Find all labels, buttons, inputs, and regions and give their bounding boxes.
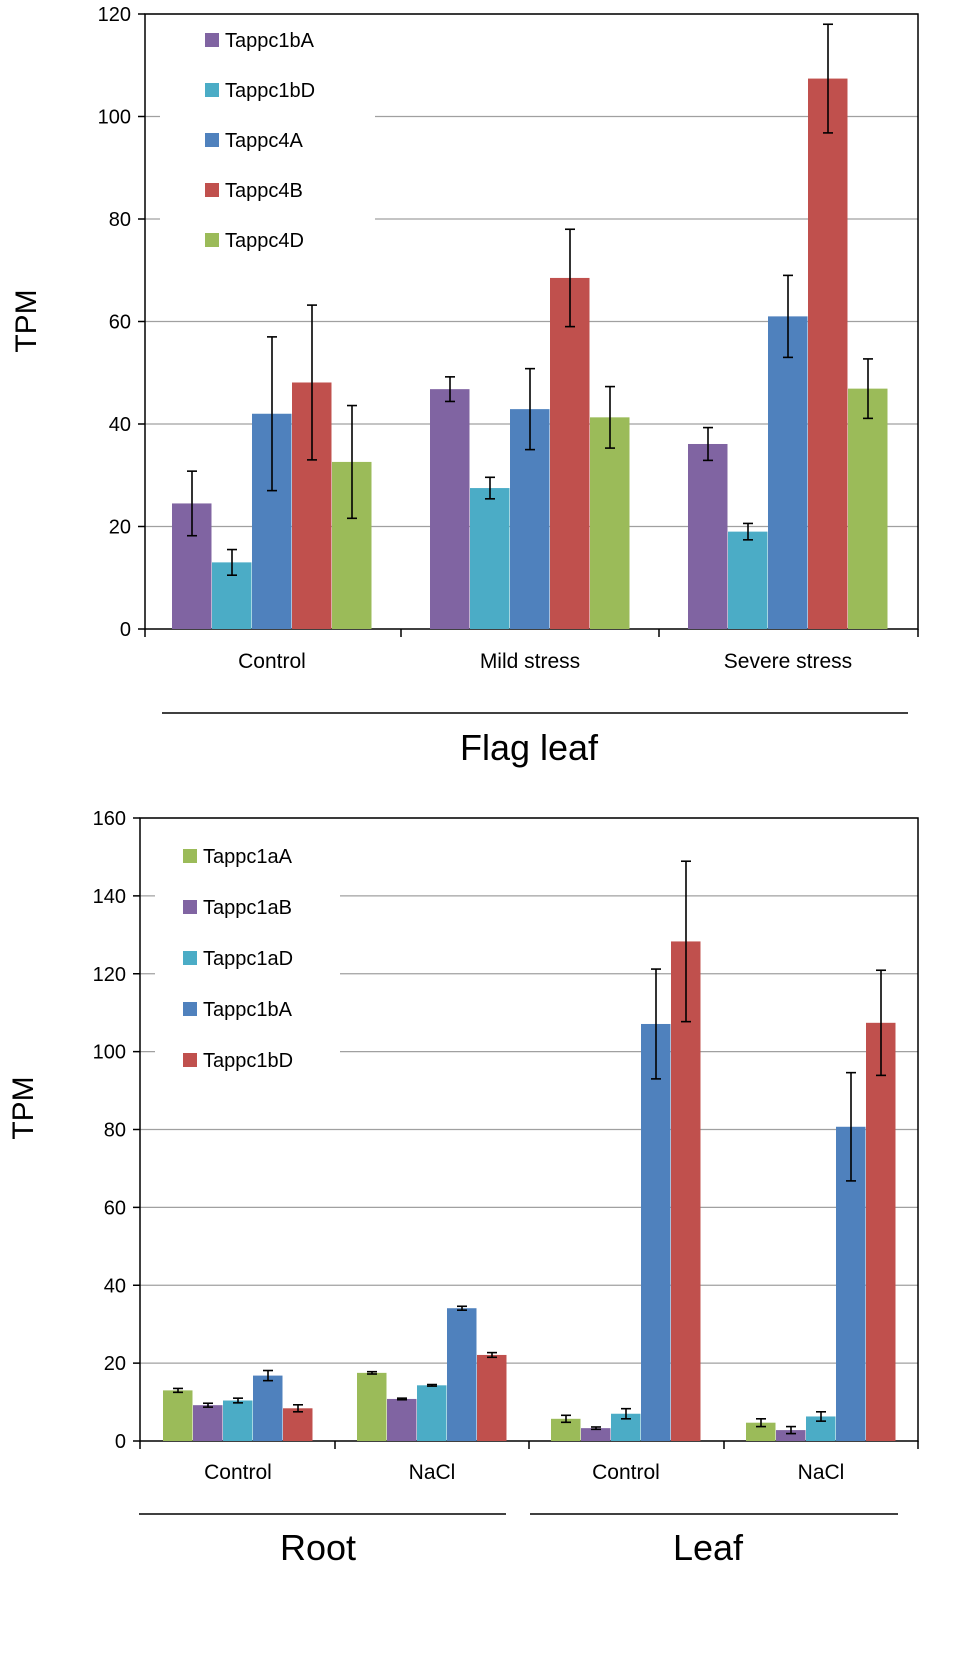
y-tick-label: 60 xyxy=(109,312,131,334)
legend-swatch xyxy=(183,849,197,863)
legend-swatch xyxy=(205,83,219,97)
y-tick-label: 120 xyxy=(98,4,131,26)
legend-label: Tappc4A xyxy=(225,130,303,152)
x-category-label: Severe stress xyxy=(724,650,852,673)
legend-swatch xyxy=(205,133,219,147)
y-tick-label: 40 xyxy=(109,414,131,436)
y-tick-label: 120 xyxy=(93,964,126,986)
x-category-label: NaCl xyxy=(798,1461,845,1484)
bar-tappc4d-3 xyxy=(848,388,888,629)
bar-tappc1bd-2 xyxy=(477,1354,507,1441)
bar-tappc1ab-3 xyxy=(581,1428,611,1441)
x-category-label: Control xyxy=(204,1461,272,1484)
chart-1: 0 20 40 60 80 100 120 Control Mild stress Severe … xyxy=(10,4,919,768)
x-category-label: Control xyxy=(238,650,306,673)
legend-label: Tappc1bA xyxy=(203,999,293,1021)
bar-tappc1bd-1 xyxy=(283,1408,313,1441)
legend-label: Tappc4B xyxy=(225,180,303,202)
chart-2: 0 20 40 60 80 100 120 140 160 Control NaCl Control N… xyxy=(7,808,919,1568)
bar-tappc1ad-2 xyxy=(417,1385,447,1441)
legend-swatch xyxy=(183,1002,197,1016)
legend-label: Tappc1bA xyxy=(225,30,315,52)
legend-background xyxy=(160,100,375,260)
y-tick-label: 80 xyxy=(109,209,131,231)
x-category-label: Mild stress xyxy=(480,650,580,673)
y-tick-label: 20 xyxy=(104,1353,126,1375)
y-tick-label: 20 xyxy=(109,517,131,539)
bar-tappc1ad-1 xyxy=(223,1400,253,1441)
y-tick-label: 140 xyxy=(93,886,126,908)
bar-tappc1aa-1 xyxy=(163,1390,193,1441)
x-category-label: Control xyxy=(592,1461,660,1484)
bar-tappc1bd-3 xyxy=(671,941,701,1441)
legend-swatch xyxy=(205,233,219,247)
bar-tappc4d-2 xyxy=(590,417,630,629)
y-tick-label: 0 xyxy=(115,1431,126,1453)
legend-label: Tappc1bD xyxy=(225,80,315,102)
bar-tappc4b-3 xyxy=(808,78,848,629)
legend-label: Tappc1aD xyxy=(203,948,293,970)
bar-tappc4a-3 xyxy=(768,316,808,629)
legend-label: Tappc1bD xyxy=(203,1050,293,1072)
y-tick-label: 60 xyxy=(104,1197,126,1219)
legend-swatch xyxy=(183,1053,197,1067)
x-category-label: NaCl xyxy=(409,1461,456,1484)
bar-tappc1ab-4 xyxy=(776,1430,806,1441)
bar-tappc1ab-2 xyxy=(387,1398,417,1441)
y-tick-label: 100 xyxy=(93,1042,126,1064)
legend-label: Tappc4D xyxy=(225,230,304,252)
y-axis-title: TPM xyxy=(10,289,43,352)
bar-tappc1ba-3 xyxy=(641,1023,671,1441)
bar-tappc1ba-2 xyxy=(447,1308,477,1441)
group-label: Flag leaf xyxy=(460,727,599,768)
group-label: Leaf xyxy=(673,1527,744,1568)
bar-tappc1bd-3 xyxy=(728,531,768,629)
legend-label: Tappc1aB xyxy=(203,897,292,919)
legend-swatch xyxy=(205,183,219,197)
bar-tappc1bd-4 xyxy=(866,1022,896,1441)
legend-swatch xyxy=(205,33,219,47)
bar-tappc1aa-4 xyxy=(746,1422,776,1441)
legend-swatch xyxy=(183,900,197,914)
group-label: Root xyxy=(280,1527,356,1568)
y-tick-label: 160 xyxy=(93,808,126,830)
y-axis-title: TPM xyxy=(7,1076,40,1139)
legend-swatch xyxy=(183,951,197,965)
bar-tappc1bd-2 xyxy=(470,488,510,629)
y-tick-label: 40 xyxy=(104,1275,126,1297)
y-tick-label: 80 xyxy=(104,1120,126,1142)
bar-tappc4b-2 xyxy=(550,277,590,629)
bar-tappc1ba-1 xyxy=(253,1375,283,1441)
bar-tappc1aa-3 xyxy=(551,1418,581,1441)
y-tick-label: 0 xyxy=(120,619,131,641)
bar-tappc1ba-2 xyxy=(430,389,470,629)
y-tick-label: 100 xyxy=(98,107,131,129)
bar-tappc1ab-1 xyxy=(193,1405,223,1441)
legend-label: Tappc1aA xyxy=(203,846,293,868)
bar-tappc1ba-3 xyxy=(688,443,728,629)
bar-tappc1aa-2 xyxy=(357,1372,387,1441)
